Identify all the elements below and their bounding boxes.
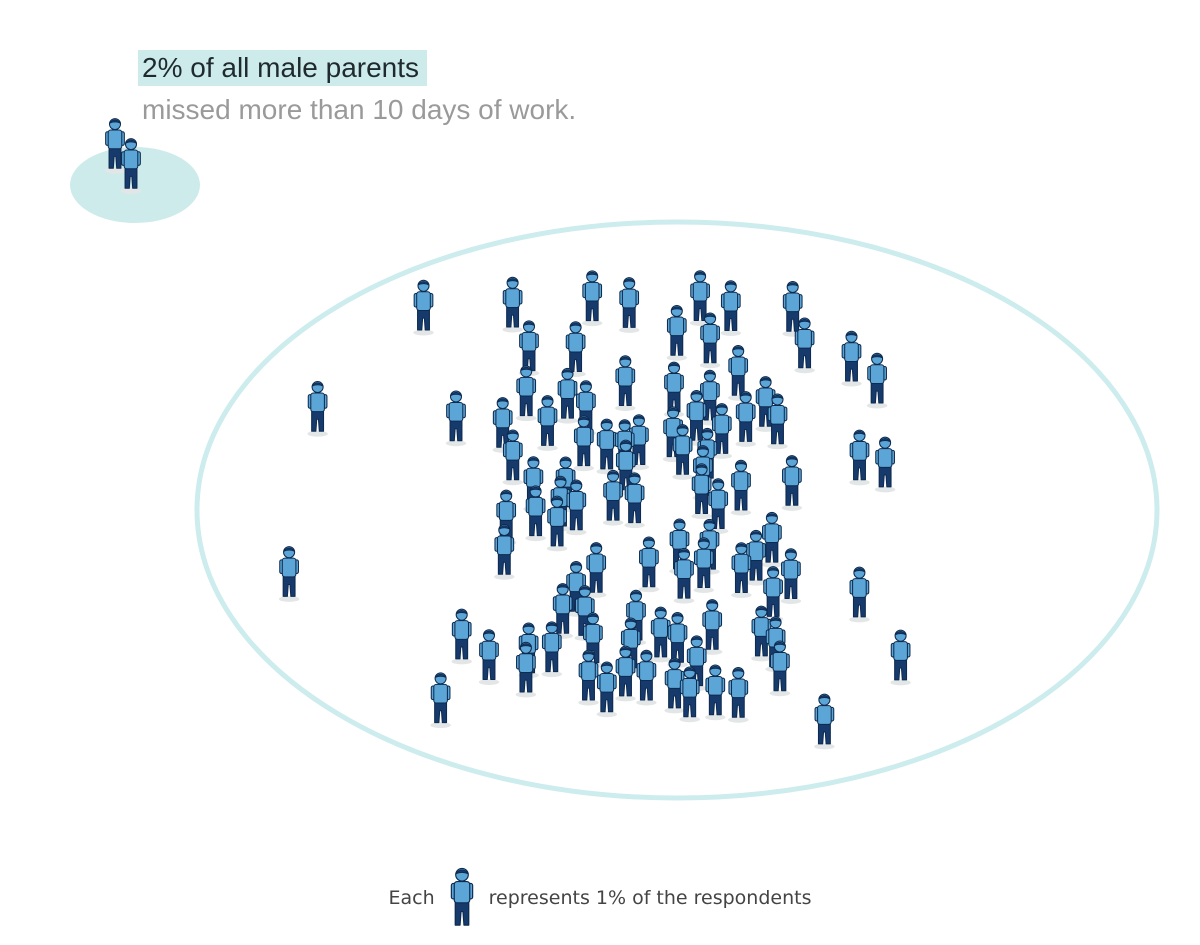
person-icon <box>693 537 714 594</box>
legend: Each represents 1% of the respondents <box>0 866 1200 930</box>
person-icon <box>615 355 636 412</box>
person-icon <box>307 380 328 437</box>
person-icon <box>841 330 862 387</box>
person-icon <box>702 599 723 655</box>
person-icon <box>691 463 712 520</box>
person-icon <box>450 867 473 926</box>
person-icon <box>104 118 126 174</box>
person-icon <box>782 280 803 337</box>
person-icon <box>728 666 749 723</box>
person-icon <box>769 640 791 697</box>
person-icon <box>537 395 558 451</box>
person-icon <box>711 403 732 459</box>
small-group <box>104 118 142 194</box>
person-icon <box>502 276 523 333</box>
person-icon <box>761 511 783 568</box>
person-icon <box>699 369 721 426</box>
person-icon <box>578 649 599 706</box>
person-icon <box>430 672 451 729</box>
person-icon <box>619 277 640 333</box>
person-icon <box>890 629 911 686</box>
person-icon <box>672 424 693 480</box>
person-icon <box>735 391 756 447</box>
person-icon <box>451 608 472 665</box>
person-icon <box>666 304 687 361</box>
person-icon <box>814 693 835 750</box>
person-icon <box>699 312 721 369</box>
legend-prefix: Each <box>388 887 435 909</box>
person-icon <box>541 621 562 678</box>
person-icon <box>516 365 537 422</box>
person-icon <box>515 641 537 698</box>
person-icon <box>525 485 546 542</box>
person-icon <box>849 429 870 486</box>
person-icon <box>708 478 729 535</box>
large-group-ring <box>194 219 1160 801</box>
person-icon <box>602 469 624 526</box>
person-icon <box>596 661 617 718</box>
person-icon <box>731 542 752 599</box>
person-icon <box>565 560 587 617</box>
person-icon <box>120 138 142 194</box>
person-icon <box>636 649 657 706</box>
person-icon <box>849 566 870 623</box>
person-icon <box>278 546 300 602</box>
person-icon <box>780 548 802 605</box>
person-icon <box>478 629 500 686</box>
person-icon <box>445 390 467 447</box>
person-icon <box>596 418 617 475</box>
person-icon <box>874 436 896 493</box>
person-icon <box>705 664 726 721</box>
person-icon <box>730 459 752 516</box>
legend-suffix: represents 1% of the respondents <box>488 887 812 909</box>
person-icon <box>745 529 767 586</box>
person-icon <box>413 279 434 336</box>
person-icon <box>494 523 515 580</box>
person-icon <box>518 320 540 377</box>
headline: 2% of all male parents <box>138 50 428 86</box>
person-icon <box>615 645 636 702</box>
person-icon <box>720 280 741 337</box>
person-icon <box>794 317 815 374</box>
person-icon <box>751 605 772 662</box>
person-icon <box>582 270 603 327</box>
large-group <box>278 270 911 750</box>
person-icon <box>679 666 700 723</box>
unit-chart <box>70 118 1160 801</box>
person-icon <box>492 397 513 453</box>
person-icon <box>502 429 523 486</box>
person-icon <box>557 367 578 424</box>
person-icon <box>767 393 788 450</box>
person-icon <box>624 472 645 529</box>
person-icon <box>650 606 671 663</box>
person-icon <box>673 547 695 604</box>
person-icon <box>866 352 888 409</box>
person-icon <box>566 479 587 536</box>
person-icon <box>546 495 568 552</box>
person-icon <box>781 455 803 511</box>
subline: missed more than 10 days of work. <box>142 94 577 125</box>
person-icon <box>638 536 660 593</box>
person-icon <box>573 415 594 472</box>
person-icon <box>586 542 607 598</box>
